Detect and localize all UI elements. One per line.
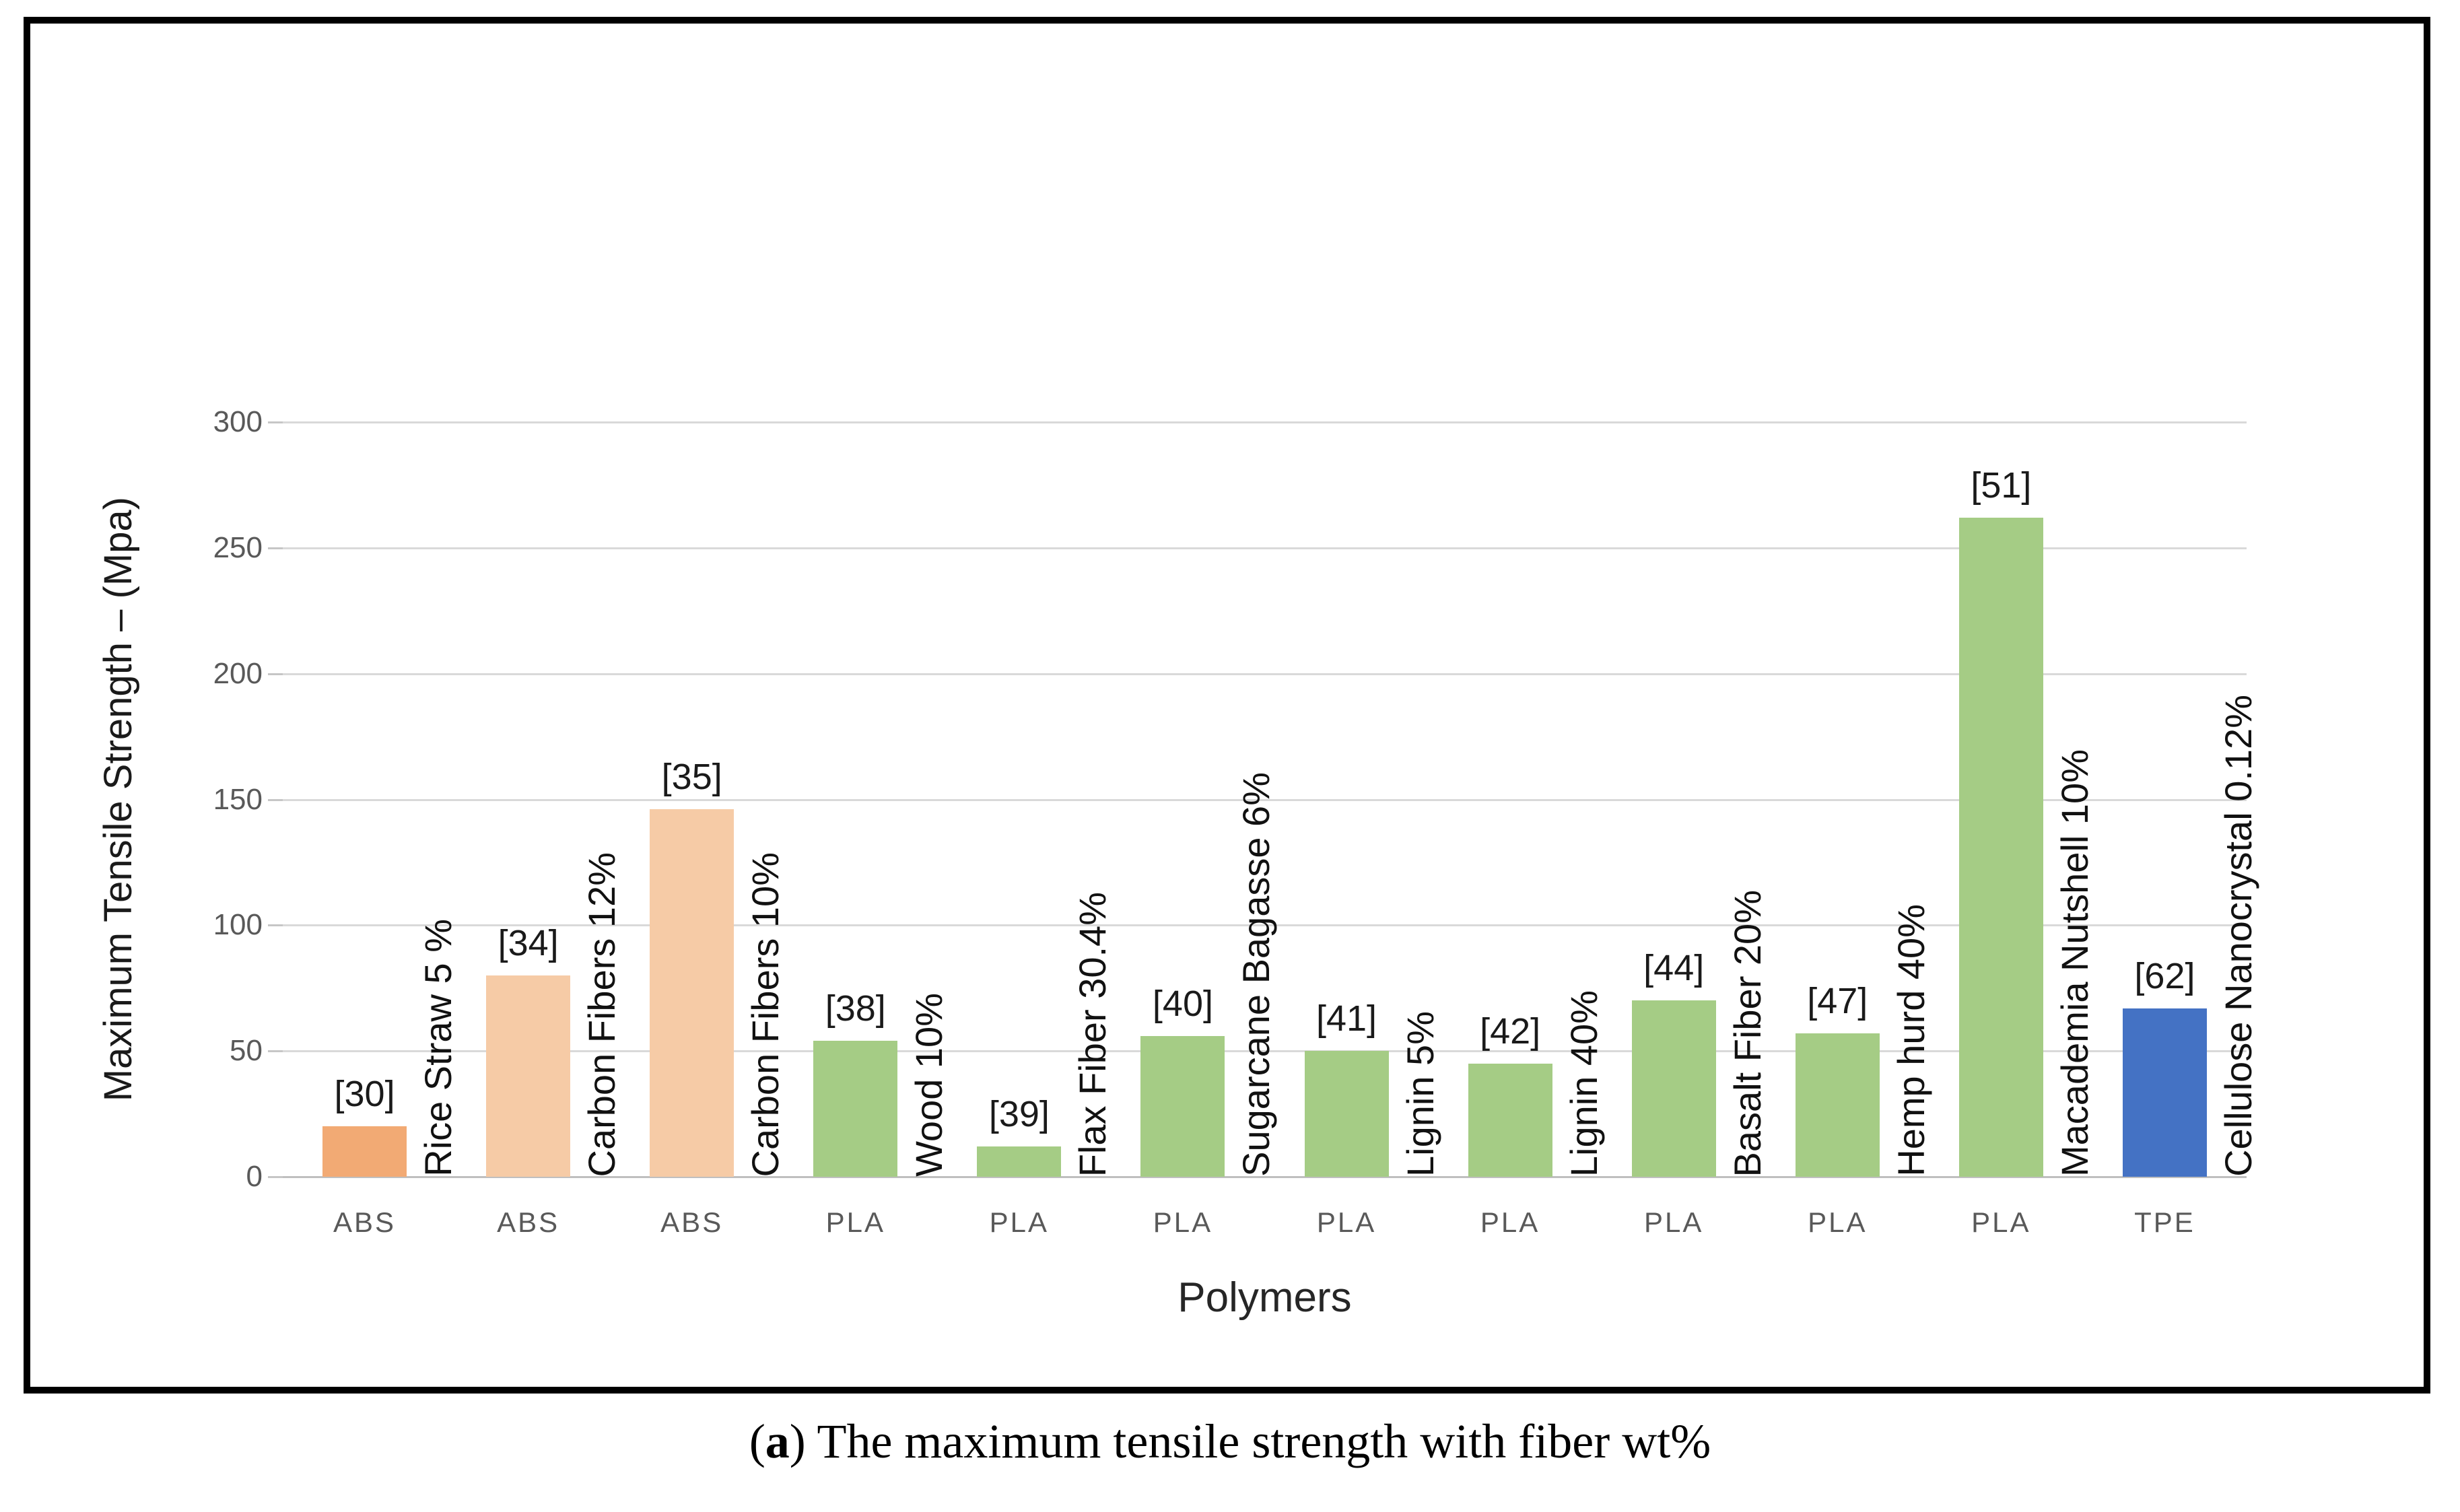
bar-ref-label: [39] [988,1094,1050,1134]
bar [1958,518,2043,1177]
bar [1795,1033,1880,1177]
bar-ref-label: [34] [498,923,559,963]
bar-ref-label: [62] [2134,956,2195,996]
bar-ref-label: [35] [661,757,722,797]
x-category-label: ABS [497,1206,560,1238]
bar-fiber-label: Basalt Fiber 20% [1726,889,1769,1177]
bar [322,1126,407,1177]
bar-ref-label: [44] [1643,948,1705,988]
gridline [283,798,2247,801]
bar-fiber-label: Sugarcane Bagasse 6% [1235,772,1278,1177]
y-tick-mark [268,1176,283,1178]
bar-fiber-label: Hemp hurd 40% [1889,904,1932,1177]
bar-ref-label: [38] [825,988,886,1029]
y-tick-label: 100 [213,908,263,942]
bar-fiber-label: Wood 10% [908,993,951,1177]
bar-fiber-label: Cellulose Nanocrystal 0.12% [2216,695,2259,1177]
x-category-label: TPE [2134,1206,2195,1238]
x-axis-title: Polymers [1177,1274,1352,1321]
bar [486,975,571,1177]
bar-ref-label: [51] [1971,465,2032,506]
y-tick-mark [268,924,283,927]
y-tick-mark [268,673,283,675]
bar [977,1146,1062,1177]
gridline [283,1050,2247,1053]
bar [813,1041,898,1177]
y-tick-mark [268,798,283,801]
x-category-label: PLA [989,1206,1050,1238]
bar [650,809,734,1177]
y-tick-label: 50 [230,1034,263,1068]
bar [2122,1008,2207,1177]
bar [1631,1000,1716,1177]
x-category-label: PLA [1971,1206,2031,1238]
gridline [283,421,2247,423]
bar-fiber-label: Flax Fiber 30.4% [1071,891,1114,1177]
x-category-label: PLA [1644,1206,1704,1238]
x-category-label: PLA [1480,1206,1540,1238]
bar [1140,1036,1225,1177]
y-tick-label: 250 [213,530,263,564]
x-axis-line [283,1176,2247,1178]
caption-letter: a [765,1414,790,1468]
x-category-label: PLA [1153,1206,1213,1238]
y-tick-mark [268,547,283,549]
gridline [283,673,2247,675]
bar-fiber-label: Carbon Fibers 12% [580,852,623,1177]
x-category-label: ABS [333,1206,397,1238]
x-category-label: ABS [660,1206,724,1238]
figure-caption: (a) The maximum tensile strength with fi… [0,1414,2460,1470]
bar-ref-label: [40] [1152,984,1213,1024]
bar-ref-label: [42] [1480,1011,1541,1052]
gridline [283,924,2247,927]
bar [1468,1064,1552,1177]
bar-ref-label: [30] [334,1074,395,1114]
gridline [283,547,2247,549]
y-tick-mark [268,421,283,423]
y-tick-label: 200 [213,656,263,690]
caption-text: ) The maximum tensile strength with fibe… [789,1414,1711,1468]
bar-ref-label: [47] [1807,981,1868,1021]
x-category-label: PLA [1316,1206,1377,1238]
caption-paren-open: ( [749,1414,765,1468]
y-tick-label: 300 [213,405,263,438]
bar-fiber-label: Lignin 40% [1562,990,1605,1177]
bar-ref-label: [41] [1316,998,1377,1039]
y-tick-label: 0 [246,1160,263,1193]
y-tick-label: 150 [213,782,263,816]
y-tick-mark [268,1050,283,1053]
bar [1304,1051,1389,1177]
x-category-label: PLA [1808,1206,1868,1238]
plot-area: 0 50 100 150 200 250 300 [30] Rice Straw 5 % ABS[… [213,405,2259,1238]
x-category-label: PLA [825,1206,885,1238]
